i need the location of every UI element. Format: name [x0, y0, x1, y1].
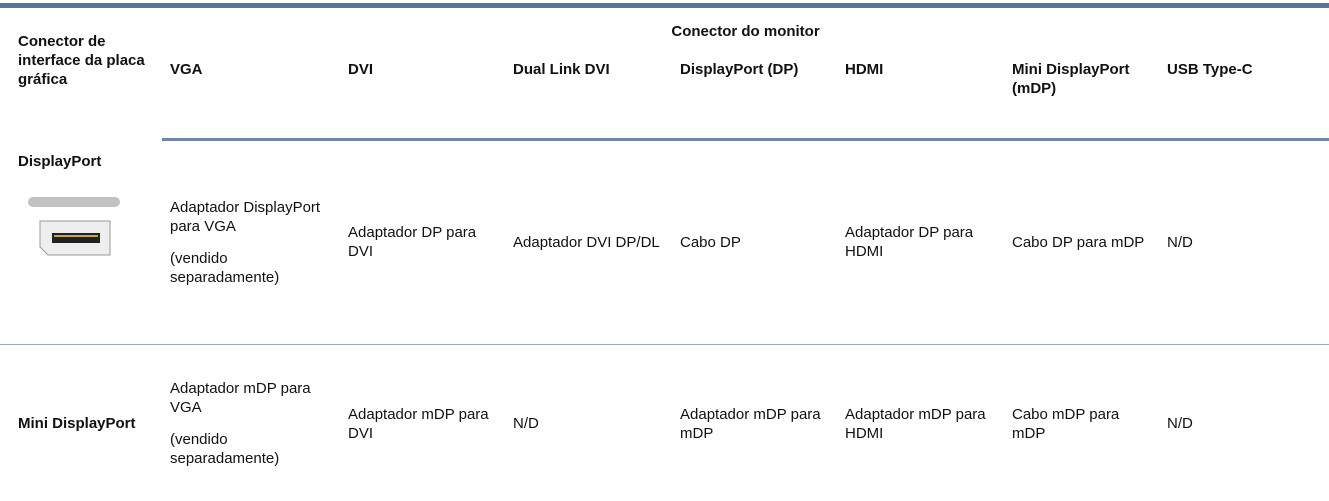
table-cell: Cabo DP [672, 139, 837, 345]
column-header: DisplayPort (DP) [672, 52, 837, 141]
cell-text: Adaptador DP para HDMI [845, 224, 974, 261]
column-header: VGA [162, 52, 340, 141]
column-header: USB Type-C [1159, 52, 1329, 141]
row-label-text: DisplayPort [18, 152, 102, 170]
row-label: DisplayPort [0, 139, 162, 345]
column-header: DVI [340, 52, 505, 141]
cell-text: Cabo mDP para mDP [1012, 405, 1120, 442]
row-label: Mini DisplayPort [0, 344, 162, 501]
cell-text: N/D [513, 415, 539, 432]
table-cell: Adaptador DP para DVI [340, 139, 505, 345]
table-row: DisplayPort Adaptador DisplayPort para V… [0, 139, 1329, 345]
cell-text: Cabo DP [680, 233, 741, 251]
table-row: Mini DisplayPort Adaptador mDP para VGA (v… [0, 344, 1329, 501]
table-cell: Adaptador mDP para VGA (vendido separadam… [162, 344, 340, 501]
cell-text: (vendido separadamente) [170, 431, 280, 467]
cell-text: Adaptador DP para DVI [348, 224, 477, 261]
table-cell: Adaptador DisplayPort para VGA (vendido s… [162, 139, 340, 345]
cell-text: Adaptador DVI DP/DL [513, 233, 660, 251]
table-cell: N/D [505, 344, 672, 501]
cell-text: Adaptador mDP para VGA [170, 380, 311, 416]
cell-text: Adaptador mDP para HDMI [845, 405, 986, 442]
cell-text: Adaptador mDP para mDP [680, 405, 821, 442]
cell-text: Adaptador mDP para DVI [348, 405, 489, 442]
table-cell: N/D [1159, 139, 1329, 345]
column-header: HDMI [837, 52, 1004, 141]
column-header: Dual Link DVI [505, 52, 672, 141]
table-cell: Cabo mDP para mDP [1004, 344, 1159, 501]
table-cell: Adaptador DVI DP/DL [505, 139, 672, 345]
cell-text: N/D [1167, 415, 1193, 432]
cell-text: Cabo DP para mDP [1012, 233, 1145, 251]
table-cell: Adaptador mDP para mDP [672, 344, 837, 501]
corner-header: Conector de interface da placa gráfica [18, 33, 145, 88]
row-label-text: Mini DisplayPort [18, 415, 136, 432]
connector-table: Conector de interface da placa gráfica C… [0, 3, 1329, 501]
table-cell: Cabo DP para mDP [1004, 139, 1159, 345]
displayport-icon [22, 194, 126, 269]
table-cell: Adaptador mDP para DVI [340, 344, 505, 501]
cell-text: N/D [1167, 233, 1193, 251]
column-header: Mini DisplayPort (mDP) [1004, 52, 1159, 141]
cell-text: (vendido separadamente) [170, 249, 280, 286]
table-cell: Adaptador mDP para HDMI [837, 344, 1004, 501]
table-cell: Adaptador DP para HDMI [837, 139, 1004, 345]
group-header: Conector do monitor [671, 23, 820, 40]
cell-text: Adaptador DisplayPort para VGA [170, 198, 321, 235]
table-cell: N/D [1159, 344, 1329, 501]
